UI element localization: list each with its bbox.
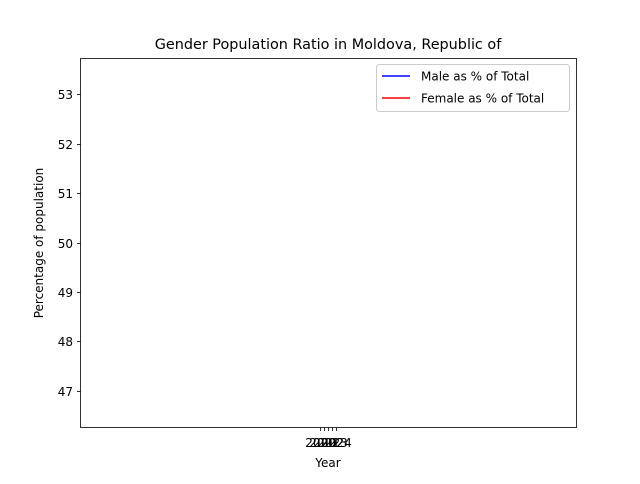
y-axis-label: Percentage of population — [32, 168, 46, 319]
legend: Male as % of Total Female as % of Total — [376, 64, 570, 112]
chart-title: Gender Population Ratio in Moldova, Repu… — [155, 37, 503, 53]
y-tick-label: 52 — [58, 138, 73, 152]
y-tick-label: 49 — [58, 286, 73, 300]
legend-label-female: Female as % of Total — [421, 92, 544, 106]
y-tick-label: 51 — [58, 187, 73, 201]
x-tick-label: 2023 — [317, 436, 348, 450]
y-tick-label: 47 — [58, 385, 73, 399]
x-tick-label: 2022 — [313, 436, 344, 450]
y-axis: 47 48 49 50 51 52 53 — [58, 88, 81, 399]
x-tick-label: 2020 — [305, 436, 336, 450]
y-tick-label: 48 — [58, 335, 73, 349]
legend-box — [376, 64, 570, 112]
y-tick-label: 53 — [58, 88, 73, 102]
x-axis-label: Year — [314, 456, 340, 470]
x-tick-label: 2021 — [309, 436, 340, 450]
y-tick-label: 50 — [58, 237, 73, 251]
legend-label-male: Male as % of Total — [421, 70, 529, 84]
x-tick-label: 2024 — [321, 436, 352, 450]
